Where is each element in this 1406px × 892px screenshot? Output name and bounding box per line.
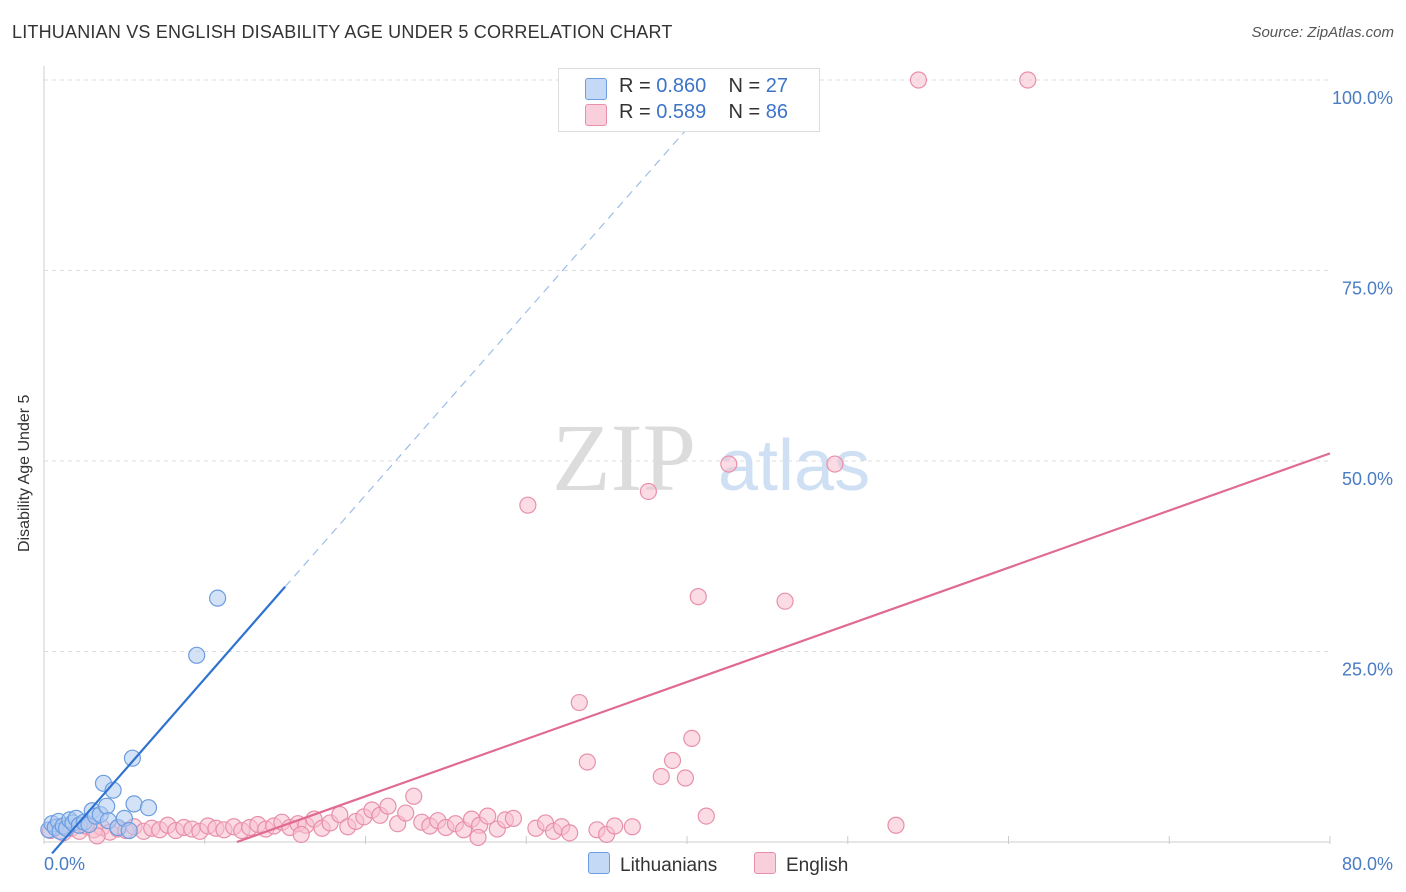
x-tick-label-0: 0.0% [44, 854, 85, 874]
english-point-69 [623, 818, 641, 836]
english-point-76 [697, 807, 715, 825]
english-point-42 [379, 797, 397, 815]
english-point-72 [663, 751, 682, 770]
tick-labels: 100.0% 75.0% 50.0% 25.0% 0.0% 80.0% [44, 88, 1393, 874]
english-point-45 [405, 787, 423, 805]
english-trend-line [236, 452, 1331, 844]
english-point-78 [776, 592, 794, 610]
legend-r-value: 0.589 [656, 101, 707, 123]
series-swatch-lithuanians [588, 852, 610, 874]
x-tick-label-1: 80.0% [1342, 854, 1393, 874]
english-point-79 [826, 455, 844, 473]
legend-r-value: 0.860 [656, 75, 707, 97]
english-point-75 [689, 588, 707, 606]
english-point-70 [639, 482, 658, 501]
watermark: ZIP atlas [552, 404, 870, 511]
series-legend-english: English [754, 852, 848, 877]
lithuanian-trend-line [51, 586, 286, 855]
lithuanian-point-27 [209, 589, 227, 607]
english-point-57 [504, 809, 522, 827]
y-tick-label-1: 75.0% [1342, 279, 1393, 299]
legend-n-value: 86 [765, 101, 789, 123]
lithuanian-point-22 [120, 821, 138, 840]
english-point-84 [292, 825, 310, 843]
lithuanian-point-25 [139, 799, 158, 817]
source-label: Source: ZipAtlas.com [1251, 24, 1394, 41]
lithuanian-point-24 [125, 795, 143, 813]
english-point-44 [397, 804, 415, 822]
english-point-74 [683, 729, 701, 747]
series-label-english: English [786, 855, 849, 876]
regression-lines [51, 110, 1331, 855]
legend-swatch-lithuanians [585, 78, 607, 100]
english-point-65 [578, 753, 596, 771]
english-point-64 [570, 693, 588, 712]
english-point-80 [887, 816, 905, 834]
lithuanian-point-17 [98, 797, 116, 815]
lithuanian-point-26 [188, 646, 206, 664]
stats-legend: R = 0.860 N = 27 R = 0.589 N = 86 [558, 68, 820, 132]
watermark-zip: ZIP [552, 404, 696, 511]
english-point-82 [1019, 71, 1037, 89]
y-tick-label-3: 25.0% [1342, 660, 1393, 680]
english-point-58 [519, 496, 537, 514]
english-point-77 [720, 455, 738, 473]
legend-n-label: N = [728, 101, 766, 123]
english-point-85 [469, 828, 487, 847]
legend-n-label: N = [728, 75, 766, 97]
lithuanian-point-23 [123, 749, 142, 767]
series-swatch-english [754, 852, 776, 874]
legend-n-value: 27 [765, 75, 789, 97]
english-point-63 [561, 824, 579, 842]
points-layer [40, 71, 1037, 847]
english-point-68 [606, 817, 624, 835]
y-tick-label-0: 100.0% [1332, 88, 1393, 108]
series-label-lithuanians: Lithuanians [620, 855, 718, 876]
watermark-atlas: atlas [718, 426, 870, 506]
english-point-54 [479, 807, 497, 825]
chart-title: LITHUANIAN VS ENGLISH DISABILITY AGE UND… [12, 22, 673, 42]
legend-swatch-english [585, 104, 607, 126]
legend-r-label: R = [619, 75, 657, 97]
y-tick-label-2: 50.0% [1342, 469, 1393, 489]
english-point-73 [676, 769, 694, 787]
legend-r-label: R = [619, 101, 657, 123]
english-point-81 [909, 71, 928, 89]
series-legend-lithuanians: Lithuanians [588, 852, 717, 877]
lithuanian-trend-extension [284, 110, 704, 588]
english-point-71 [652, 767, 670, 786]
